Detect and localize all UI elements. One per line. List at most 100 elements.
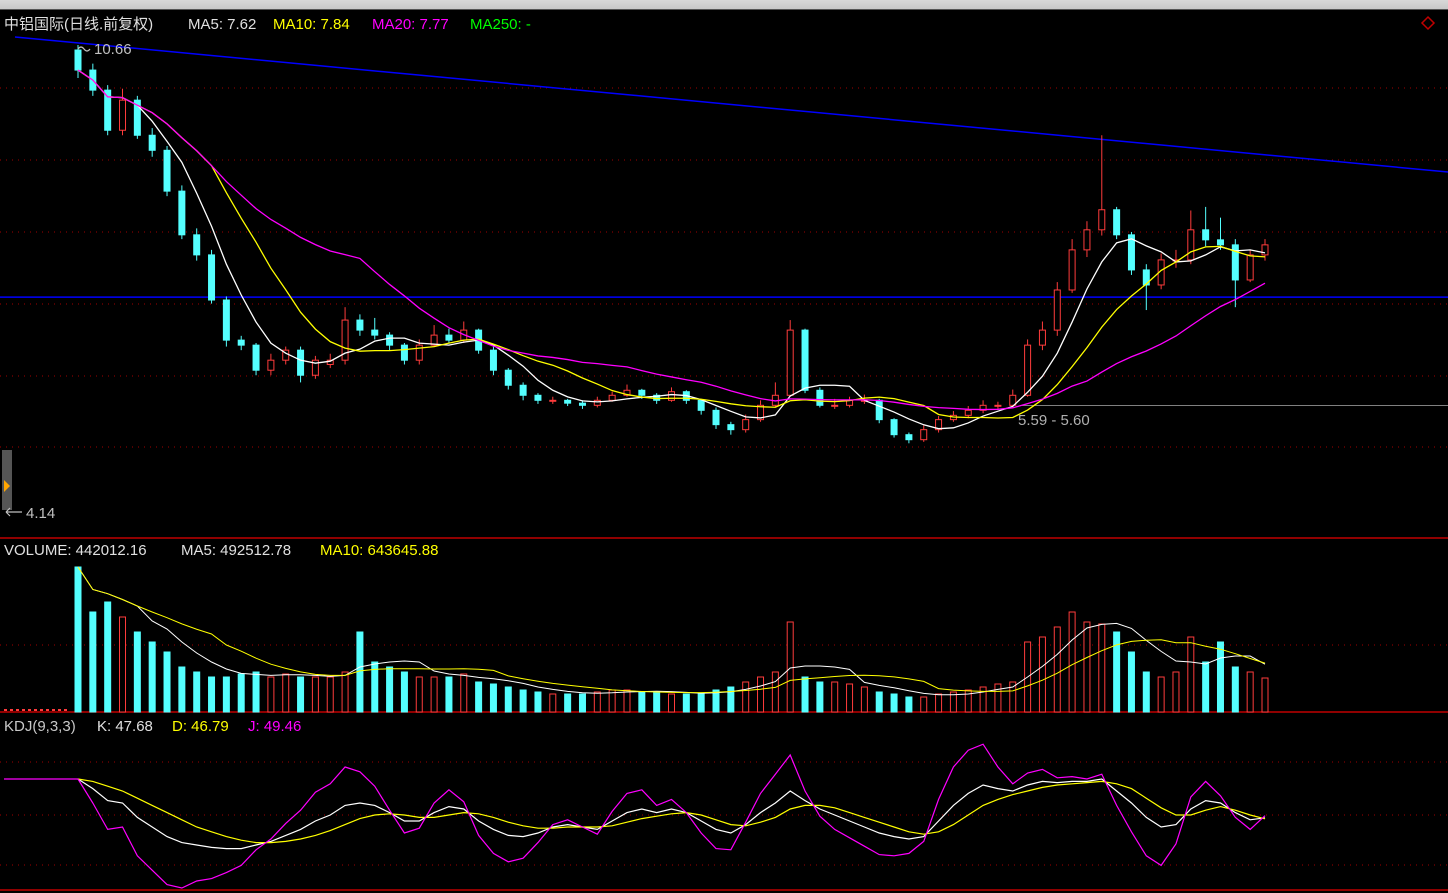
candle-up[interactable] xyxy=(920,429,928,441)
candle-down[interactable] xyxy=(445,334,453,341)
volume-bar[interactable] xyxy=(757,676,765,713)
volume-bar[interactable] xyxy=(460,673,468,713)
candle-down[interactable] xyxy=(104,89,112,131)
candle-down[interactable] xyxy=(74,49,82,71)
candle-up[interactable] xyxy=(994,404,1002,407)
volume-bar[interactable] xyxy=(504,686,512,713)
volume-bar[interactable] xyxy=(727,686,735,713)
candle-down[interactable] xyxy=(504,369,512,386)
volume-bar[interactable] xyxy=(1068,611,1076,713)
volume-bar[interactable] xyxy=(282,673,290,713)
candle-up[interactable] xyxy=(935,419,943,431)
volume-bar[interactable] xyxy=(1157,676,1165,713)
candle-down[interactable] xyxy=(371,329,379,336)
volume-bar[interactable] xyxy=(267,676,275,713)
candle-down[interactable] xyxy=(905,434,913,441)
candle-down[interactable] xyxy=(727,424,735,431)
candle-down[interactable] xyxy=(208,254,216,301)
candle-up[interactable] xyxy=(1009,394,1017,406)
volume-bar[interactable] xyxy=(119,616,127,713)
volume-bar[interactable] xyxy=(860,686,868,713)
candle-down[interactable] xyxy=(697,399,705,411)
candle-down[interactable] xyxy=(1142,269,1150,286)
volume-bar[interactable] xyxy=(148,641,156,713)
candle-down[interactable] xyxy=(801,329,809,391)
volume-bar[interactable] xyxy=(920,696,928,713)
volume-bar[interactable] xyxy=(682,693,690,713)
volume-bar[interactable] xyxy=(1053,626,1061,713)
volume-bar[interactable] xyxy=(979,686,987,713)
volume-bar[interactable] xyxy=(341,671,349,713)
candle-up[interactable] xyxy=(1187,229,1195,261)
volume-bar[interactable] xyxy=(386,666,394,713)
volume-bar[interactable] xyxy=(208,676,216,713)
volume-bar[interactable] xyxy=(1172,671,1180,713)
volume-bar[interactable] xyxy=(549,693,557,713)
volume-bar[interactable] xyxy=(311,676,319,713)
candle-down[interactable] xyxy=(297,349,305,376)
volume-bar[interactable] xyxy=(1231,666,1239,713)
candle-up[interactable] xyxy=(311,359,319,376)
volume-bar[interactable] xyxy=(430,676,438,713)
candle-down[interactable] xyxy=(1202,229,1210,241)
volume-bar[interactable] xyxy=(133,631,141,713)
volume-bar[interactable] xyxy=(371,661,379,713)
candle-down[interactable] xyxy=(1113,209,1121,236)
candle-down[interactable] xyxy=(638,389,646,396)
left-arrow-marker-icon[interactable] xyxy=(4,480,10,492)
volume-bar[interactable] xyxy=(816,681,824,713)
volume-bar[interactable] xyxy=(846,683,854,713)
candle-down[interactable] xyxy=(178,190,186,236)
candle-down[interactable] xyxy=(564,399,572,404)
volume-bar[interactable] xyxy=(623,689,631,713)
volume-bar[interactable] xyxy=(578,693,586,713)
volume-bar[interactable] xyxy=(252,671,260,713)
candle-down[interactable] xyxy=(534,394,542,401)
candle-up[interactable] xyxy=(1038,329,1046,346)
volume-bar[interactable] xyxy=(801,676,809,713)
trendline[interactable] xyxy=(14,36,1448,173)
candle-up[interactable] xyxy=(1083,229,1091,251)
volume-bar[interactable] xyxy=(1261,677,1269,713)
candle-down[interactable] xyxy=(356,319,364,331)
volume-bar[interactable] xyxy=(1202,661,1210,713)
volume-bar[interactable] xyxy=(994,683,1002,713)
volume-bar[interactable] xyxy=(415,676,423,713)
candle-down[interactable] xyxy=(148,134,156,151)
candle-up[interactable] xyxy=(623,389,631,396)
candle-down[interactable] xyxy=(222,299,230,341)
candle-up[interactable] xyxy=(119,99,127,131)
candle-down[interactable] xyxy=(489,349,497,371)
volume-bar[interactable] xyxy=(771,671,779,713)
candle-down[interactable] xyxy=(386,334,394,346)
volume-bar[interactable] xyxy=(712,689,720,713)
candle-down[interactable] xyxy=(1216,239,1224,246)
candle-up[interactable] xyxy=(430,334,438,346)
candle-up[interactable] xyxy=(668,391,675,401)
candle-up[interactable] xyxy=(742,419,750,431)
candle-up[interactable] xyxy=(341,319,349,361)
volume-bar[interactable] xyxy=(1216,641,1224,713)
volume-bar[interactable] xyxy=(1187,636,1195,713)
volume-bar[interactable] xyxy=(104,601,112,713)
volume-bar[interactable] xyxy=(905,696,913,713)
candle-down[interactable] xyxy=(163,149,171,192)
candle-up[interactable] xyxy=(608,394,616,401)
volume-bar[interactable] xyxy=(475,681,483,713)
volume-bar[interactable] xyxy=(519,689,527,713)
candle-up[interactable] xyxy=(1246,254,1254,281)
volume-bar[interactable] xyxy=(178,666,186,713)
volume-bar[interactable] xyxy=(1127,651,1135,713)
scroll-handle-left[interactable] xyxy=(2,450,12,510)
candle-down[interactable] xyxy=(193,234,201,256)
volume-bar[interactable] xyxy=(742,681,750,713)
volume-bar[interactable] xyxy=(74,566,82,713)
volume-bar[interactable] xyxy=(326,676,334,713)
volume-bar[interactable] xyxy=(786,621,794,713)
candle-down[interactable] xyxy=(133,99,141,136)
volume-bar[interactable] xyxy=(890,693,898,713)
candle-down[interactable] xyxy=(1231,244,1239,281)
volume-bar[interactable] xyxy=(1083,621,1091,713)
volume-bar[interactable] xyxy=(831,681,839,713)
